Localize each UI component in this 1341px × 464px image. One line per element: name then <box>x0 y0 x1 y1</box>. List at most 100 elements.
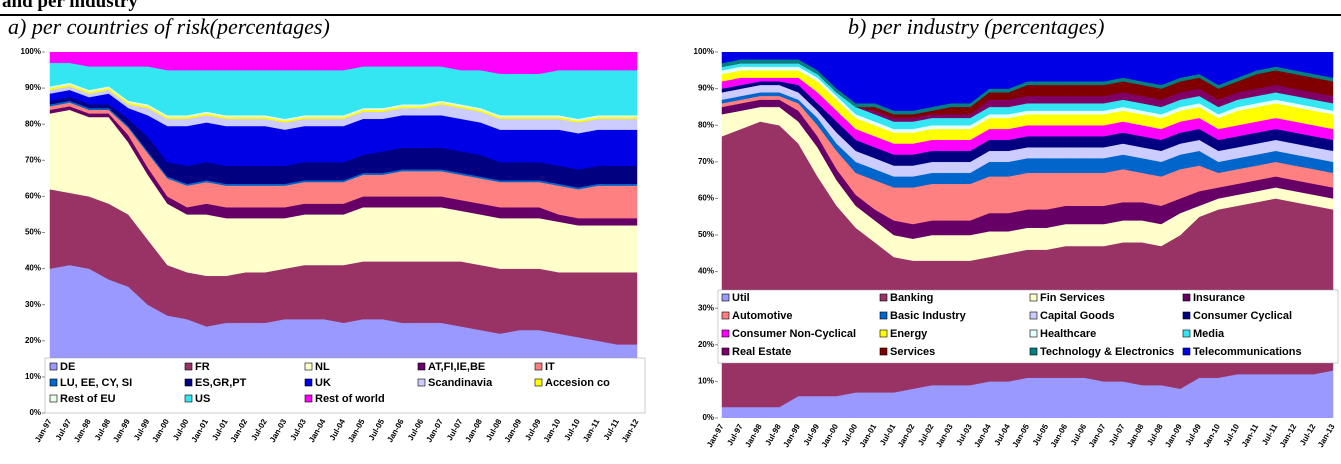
legend-swatch <box>534 362 543 371</box>
legend-swatch <box>304 378 313 387</box>
y-tick-label: 60% <box>25 192 41 201</box>
legend-swatch <box>1029 311 1038 320</box>
legend-swatch <box>879 329 888 338</box>
x-tick-label: Jul-09 <box>1184 422 1204 447</box>
x-tick-label: Jul-08 <box>484 417 504 442</box>
legend-label: UK <box>315 377 331 389</box>
x-tick-label: Jan-06 <box>1049 422 1070 449</box>
legend-label: Media <box>1193 328 1225 340</box>
legend-label: Banking <box>890 292 933 304</box>
legend-swatch <box>1182 311 1191 320</box>
x-tick-label: Jul-05 <box>1031 422 1051 447</box>
x-tick-label: Jan-09 <box>503 417 524 444</box>
y-tick-label: 20% <box>25 336 41 345</box>
legend-swatch <box>1182 329 1191 338</box>
heading: and per industry <box>2 0 138 12</box>
x-tick-label: Jul-05 <box>367 417 387 442</box>
x-tick-label: Jan-02 <box>896 422 917 449</box>
legend-swatch <box>184 394 193 403</box>
x-tick-label: Jul-98 <box>763 422 783 447</box>
legend-swatch <box>184 378 193 387</box>
x-tick-label: Jul-11 <box>602 417 621 442</box>
x-tick-label: Jan-06 <box>385 417 406 444</box>
x-tick-label: Jan-01 <box>190 417 211 444</box>
x-tick-label: Jul-10 <box>1222 422 1242 447</box>
y-tick-label: 70% <box>25 155 41 164</box>
legend-label: Consumer Cyclical <box>1193 310 1292 322</box>
legend-swatch <box>879 293 888 302</box>
chart-title: b) per industry (percentages) <box>848 14 1104 39</box>
x-tick-label: Jul-00 <box>171 417 191 442</box>
legend-swatch <box>1029 293 1038 302</box>
x-tick-label: Jan-99 <box>781 422 802 449</box>
y-tick-label: 40% <box>25 264 41 273</box>
legend-swatch <box>1029 329 1038 338</box>
legend-label: LU, EE, CY, SI <box>60 377 132 389</box>
legend-label: IT <box>545 361 555 373</box>
x-tick-label: Jan-03 <box>268 417 289 444</box>
x-tick-label: Jan-98 <box>72 417 93 444</box>
chart-title: a) per countries of risk(percentages) <box>8 14 330 39</box>
y-tick-label: 70% <box>698 157 714 166</box>
legend-label: Capital Goods <box>1040 310 1115 322</box>
legend-swatch <box>534 378 543 387</box>
x-tick-label: Jan-05 <box>1011 422 1032 449</box>
x-tick-label: Jul-11 <box>1260 422 1279 447</box>
y-tick-label: 90% <box>25 83 41 92</box>
x-tick-label: Jul-04 <box>993 422 1013 447</box>
legend-label: Fin Services <box>1040 292 1105 304</box>
x-tick-label: Jul-99 <box>802 422 822 447</box>
legend-swatch <box>879 311 888 320</box>
legend-label: Services <box>890 346 935 358</box>
y-tick-label: 0% <box>29 408 41 417</box>
x-tick-label: Jul-06 <box>1069 422 1089 447</box>
x-tick-label: Jul-03 <box>289 417 309 442</box>
legend-label: Insurance <box>1193 292 1245 304</box>
x-tick-label: Jan-98 <box>743 422 764 449</box>
legend-swatch <box>721 347 730 356</box>
y-tick-label: 20% <box>698 340 714 349</box>
y-tick-label: 10% <box>25 372 41 381</box>
x-tick-label: Jul-97 <box>54 417 74 442</box>
legend: DE FR NL AT,FI,IE,BE IT LU, EE, CY, SI ES,GR,P… <box>49 361 610 405</box>
legend-label: Telecommunications <box>1193 346 1302 358</box>
x-tick-label: Jan-02 <box>229 417 250 444</box>
x-tick-label: Jul-97 <box>725 422 745 447</box>
x-tick-label: Jan-08 <box>464 417 485 444</box>
y-tick-label: 80% <box>698 120 714 129</box>
legend-swatch <box>721 329 730 338</box>
x-tick-label: Jul-98 <box>93 417 113 442</box>
y-tick-label: 60% <box>698 194 714 203</box>
x-tick-label: Jan-04 <box>307 417 328 444</box>
legend-label: Rest of world <box>315 393 385 405</box>
legend-swatch <box>49 394 58 403</box>
y-tick-label: 50% <box>25 228 41 237</box>
x-tick-label: Jan-04 <box>972 422 993 449</box>
legend: Util Banking Fin Services Insurance Automoti… <box>721 292 1302 358</box>
x-tick-label: Jan-10 <box>542 417 563 444</box>
legend-label: Basic Industry <box>890 310 967 322</box>
legend-swatch <box>721 311 730 320</box>
legend-swatch <box>49 378 58 387</box>
x-tick-label: Jul-08 <box>1145 422 1165 447</box>
x-tick-label: Jan-08 <box>1125 422 1146 449</box>
y-tick-label: 0% <box>702 413 714 422</box>
legend-swatch <box>417 378 426 387</box>
legend-swatch <box>1182 347 1191 356</box>
x-tick-label: Jan-09 <box>1163 422 1184 449</box>
y-tick-label: 100% <box>694 47 714 56</box>
x-tick-label: Jan-11 <box>581 417 602 444</box>
x-tick-label: Jan-03 <box>934 422 955 449</box>
legend-swatch <box>879 347 888 356</box>
legend-label: Real Estate <box>732 346 791 358</box>
x-tick-label: Jan-97 <box>705 422 726 449</box>
x-tick-label: Jul-07 <box>445 417 465 442</box>
x-tick-label: Jan-12 <box>1278 422 1299 449</box>
legend-label: Energy <box>890 328 928 340</box>
legend-label: Util <box>732 292 750 304</box>
legend-label: US <box>195 393 210 405</box>
legend-label: Technology & Electronics <box>1040 346 1174 358</box>
x-tick-label: Jul-06 <box>406 417 426 442</box>
